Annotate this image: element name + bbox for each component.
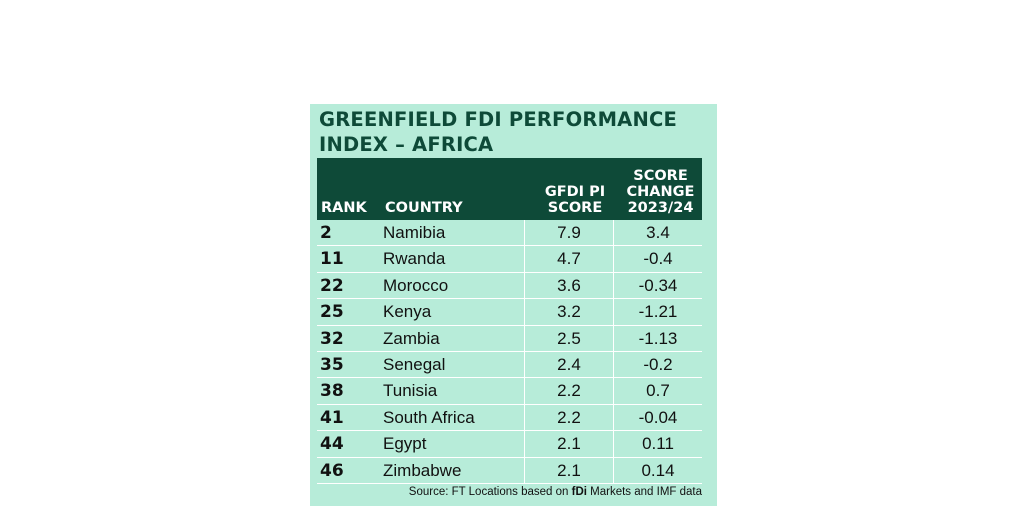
- country-cell: Kenya: [383, 302, 432, 322]
- change-cell: -1.21: [638, 302, 678, 322]
- header-change-line3: 2023/24: [627, 200, 694, 216]
- change-cell: -0.04: [638, 407, 678, 427]
- country-cell: Zambia: [383, 328, 440, 348]
- rank-cell: 25: [320, 302, 344, 323]
- header-score: GFDI PI SCORE: [530, 184, 620, 216]
- country-cell: Senegal: [383, 354, 446, 374]
- rank-cell: 46: [320, 460, 344, 481]
- table-row: 44 Egypt 2.1 0.11: [317, 431, 702, 458]
- country-cell: Rwanda: [383, 249, 446, 269]
- header-score-line1: GFDI PI: [544, 184, 606, 200]
- rank-cell: 32: [320, 328, 344, 349]
- change-cell: 0.7: [646, 381, 670, 401]
- table-row: 41 South Africa 2.2 -0.04: [317, 405, 702, 432]
- country-cell: Zimbabwe: [383, 460, 462, 480]
- score-cell: 3.6: [557, 275, 581, 295]
- change-cell: -0.2: [643, 354, 673, 374]
- header-change: SCORE CHANGE 2023/24: [614, 168, 707, 216]
- table-header: RANK COUNTRY GFDI PI SCORE SCORE CHANGE …: [317, 158, 702, 220]
- column-divider-change: [613, 220, 614, 484]
- country-cell: Morocco: [383, 275, 449, 295]
- header-country: COUNTRY: [385, 200, 463, 216]
- rank-cell: 44: [320, 434, 344, 455]
- country-cell: South Africa: [383, 407, 475, 427]
- rank-cell: 2: [320, 223, 332, 243]
- score-cell: 2.4: [557, 354, 581, 374]
- header-change-line2: CHANGE: [626, 184, 695, 200]
- country-cell: Tunisia: [383, 381, 438, 401]
- table-row: 22 Morocco 3.6 -0.34: [317, 273, 702, 300]
- rank-cell: 22: [320, 275, 344, 296]
- country-cell: Egypt: [383, 434, 427, 454]
- table-row: 35 Senegal 2.4 -0.2: [317, 352, 702, 379]
- table-row: 2 Namibia 7.9 3.4: [317, 220, 702, 247]
- score-cell: 2.5: [557, 328, 581, 348]
- score-cell: 2.2: [557, 381, 581, 401]
- change-cell: -0.34: [638, 275, 678, 295]
- table-row: 25 Kenya 3.2 -1.21: [317, 299, 702, 326]
- column-divider-score: [524, 220, 525, 484]
- score-cell: 2.1: [557, 460, 581, 480]
- table-title: GREENFIELD FDI PERFORMANCE INDEX – AFRIC…: [319, 108, 678, 156]
- header-rank: RANK: [321, 200, 367, 216]
- table-row: 32 Zambia 2.5 -1.13: [317, 326, 702, 353]
- change-cell: 3.4: [646, 223, 670, 242]
- source-brand: fDi: [571, 486, 587, 498]
- fdi-table-card: GREENFIELD FDI PERFORMANCE INDEX – AFRIC…: [310, 104, 717, 506]
- country-cell: Namibia: [383, 223, 446, 242]
- table-body: 2 Namibia 7.9 3.4 11 Rwanda 4.7 -0.4 22 Morocco 3.…: [317, 220, 702, 485]
- change-cell: 0.14: [641, 460, 675, 480]
- score-cell: 7.9: [557, 223, 581, 242]
- source-suffix: Markets and IMF data: [586, 486, 702, 498]
- table-row: 46 Zimbabwe 2.1 0.14: [317, 458, 702, 485]
- header-change-line1: SCORE: [633, 168, 688, 184]
- change-cell: 0.11: [642, 434, 674, 454]
- table-row: 38 Tunisia 2.2 0.7: [317, 378, 702, 406]
- rank-cell: 35: [320, 354, 344, 375]
- rank-cell: 38: [320, 381, 344, 402]
- change-cell: -1.13: [638, 328, 678, 348]
- source-prefix: Source: FT Locations based on: [408, 486, 572, 498]
- header-score-line2: SCORE: [547, 200, 603, 216]
- table-row: 11 Rwanda 4.7 -0.4: [317, 246, 702, 274]
- score-cell: 3.2: [557, 302, 581, 322]
- change-cell: -0.4: [643, 249, 673, 269]
- score-cell: 2.1: [557, 434, 581, 454]
- rank-cell: 41: [320, 407, 344, 428]
- source-note: Source: FT Locations based on fDi Market…: [409, 486, 702, 498]
- score-cell: 4.7: [557, 249, 581, 269]
- score-cell: 2.2: [557, 407, 581, 427]
- rank-cell: 11: [320, 249, 344, 270]
